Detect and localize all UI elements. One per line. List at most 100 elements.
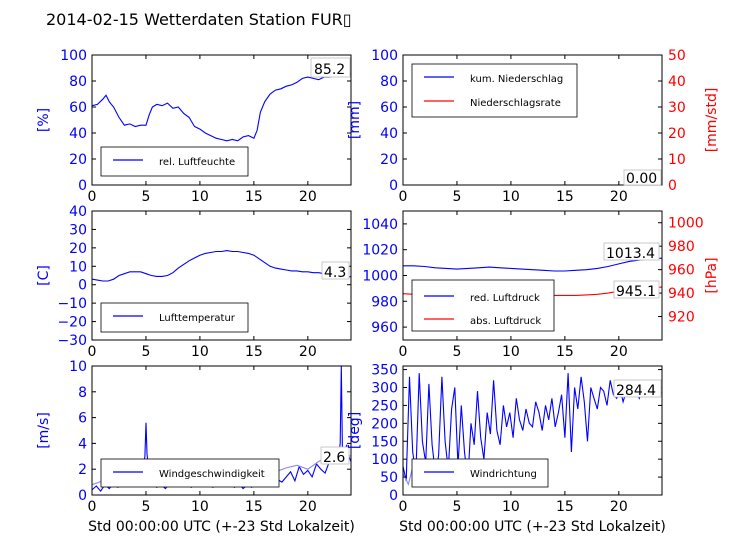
x-tick-label: 5: [141, 499, 150, 515]
x-tick-label: 15: [245, 189, 263, 205]
y2-tick-label: 1000: [668, 216, 704, 232]
legend-box: [411, 458, 549, 488]
x-tick-label: 10: [502, 499, 520, 515]
chart-panel-3: 0 5 10 15 20 −30 −20 −10 0 10 20 30 40 [C] Lufttempera…: [36, 204, 352, 360]
y-tick-label: 4: [78, 436, 87, 452]
x-tick-label: 20: [299, 344, 317, 360]
x-tick-label: 10: [502, 189, 520, 205]
y-tick-label: 960: [371, 320, 398, 336]
y-tick-label: 0: [78, 178, 87, 194]
y-tick-label: 40: [380, 126, 398, 142]
y-tick-label: 60: [69, 100, 87, 116]
x-tick-label: 5: [141, 344, 150, 360]
y-tick-label: 250: [371, 398, 398, 414]
x-tick-label: 0: [399, 189, 408, 205]
y-tick-label: 1000: [362, 269, 398, 285]
y-tick-label: 1040: [362, 217, 398, 233]
value-annotation-box: [320, 446, 350, 465]
y-tick-label: 980: [371, 294, 398, 310]
x-tick-label: 0: [88, 499, 97, 515]
chart-panel-2: 0 5 10 15 20 0 20 40 60 80 100 0 10 20 30 40 50 [mm] [mm/s…: [347, 48, 720, 205]
y-tick-label: 40: [69, 126, 87, 142]
legend-entry: rel. Luftfeuchte: [159, 157, 235, 168]
y-tick-label: 100: [371, 48, 398, 64]
page-title: 2014-02-15 Wetterdaten Station FUR▯: [46, 10, 352, 29]
y-tick-label: 60: [380, 100, 398, 116]
legend-entry: Lufttemperatur: [159, 313, 236, 324]
y-tick-label: 10: [69, 359, 87, 375]
y-tick-label: 80: [69, 74, 87, 90]
value-annotation: 85.2: [314, 62, 345, 78]
legend-entry: Windgeschwindigkeit: [159, 469, 265, 480]
legend-entry: Windrichtung: [470, 469, 537, 480]
x-tick-label: 20: [610, 189, 628, 205]
x-tick-label: 10: [502, 344, 520, 360]
x-tick-label: 5: [452, 189, 461, 205]
x-tick-label: 0: [399, 344, 408, 360]
x-tick-label: 0: [88, 189, 97, 205]
chart-panel-5: 0 5 10 15 20 0 2 4 6 8 10 [m/s] Std 00:00:00 UTC (+-…: [36, 359, 355, 535]
y2-tick-label: 30: [668, 100, 686, 116]
x-tick-label: 15: [245, 344, 263, 360]
legend-box: [100, 146, 249, 177]
y-axis-label: [mm]: [347, 101, 363, 139]
y-tick-label: 100: [60, 48, 87, 64]
x-tick-label: 20: [299, 189, 317, 205]
x-axis-label: Std 00:00:00 UTC (+-23 Std Lokalzeit): [399, 519, 666, 535]
y-tick-label: 0: [389, 488, 398, 504]
legend-entry: abs. Luftdruck: [470, 316, 541, 327]
y-tick-label: 300: [371, 381, 398, 397]
y-tick-label: 10: [69, 259, 87, 275]
y2-tick-label: 940: [668, 286, 695, 302]
x-tick-label: 20: [610, 499, 628, 515]
y2-tick-label: 960: [668, 263, 695, 279]
x-tick-label: 10: [191, 189, 209, 205]
value-annotation: 945.1: [616, 284, 656, 300]
value-annotation: 2.6: [323, 450, 345, 466]
y2-tick-label: 20: [668, 126, 686, 142]
y2-tick-label: 980: [668, 239, 695, 255]
y-tick-label: −20: [57, 315, 87, 331]
y2-tick-label: 920: [668, 310, 695, 326]
x-tick-label: 5: [141, 189, 150, 205]
y2-tick-label: 40: [668, 74, 686, 90]
y-tick-label: 80: [380, 74, 398, 90]
y2-tick-label: 0: [668, 178, 677, 194]
y2-axis-label: [mm/std]: [704, 88, 720, 153]
y2-tick-label: 50: [668, 48, 686, 64]
y-axis-label: [m/s]: [36, 412, 52, 449]
x-tick-label: 20: [610, 344, 628, 360]
y-tick-label: 30: [69, 222, 87, 238]
y2-axis-label: [hPa]: [704, 257, 720, 293]
y-tick-label: 2: [78, 462, 87, 478]
y-tick-label: 350: [371, 363, 398, 379]
x-tick-label: 15: [556, 499, 574, 515]
legend-entry: red. Luftdruck: [470, 293, 540, 304]
y-tick-label: 8: [78, 385, 87, 401]
y-tick-label: 20: [380, 152, 398, 168]
y-tick-label: 1020: [362, 243, 398, 259]
x-axis-label: Std 00:00:00 UTC (+-23 Std Lokalzeit): [88, 519, 355, 535]
x-tick-label: 15: [556, 344, 574, 360]
value-annotation: 284.4: [616, 383, 656, 399]
plot-frame: [91, 54, 352, 186]
y-tick-label: 50: [380, 470, 398, 486]
x-tick-label: 0: [399, 499, 408, 515]
x-tick-label: 0: [88, 344, 97, 360]
value-annotation-box: [613, 280, 660, 299]
y-tick-label: −10: [57, 296, 87, 312]
value-annotation: 0.00: [626, 171, 657, 187]
legend-box: [411, 279, 555, 332]
x-tick-label: 20: [299, 499, 317, 515]
series-line-3-1: [92, 250, 351, 282]
y-tick-label: 200: [371, 416, 398, 432]
value-annotation-box: [321, 261, 350, 280]
value-annotation: 1013.4: [606, 246, 655, 262]
chart-panel-4: 0 5 10 15 20 960 980 1000 1020 1040 920 940 960 980 10…: [362, 210, 720, 360]
legend-entry: kum. Niederschlag: [470, 74, 563, 85]
y-tick-label: 0: [78, 278, 87, 294]
series-line-1-1: [92, 73, 351, 142]
plot-frame: [402, 54, 663, 186]
